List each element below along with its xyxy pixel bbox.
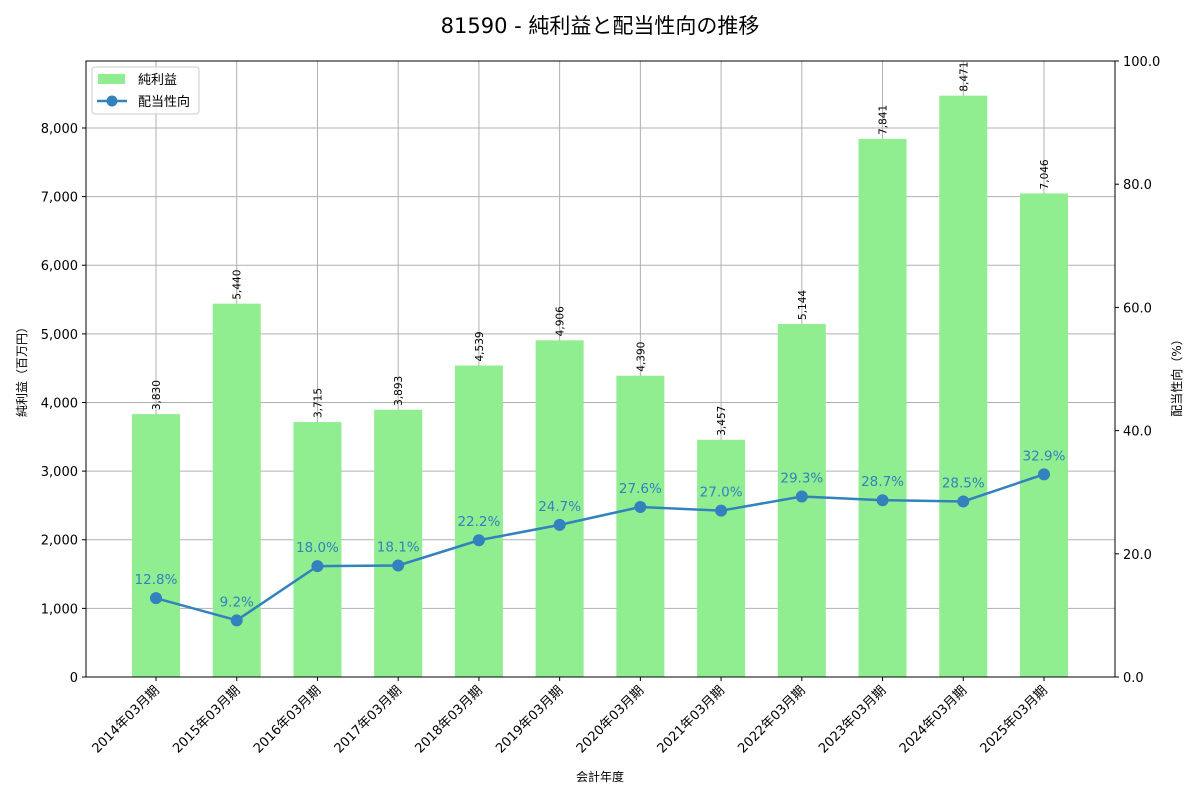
line-marker [795, 490, 808, 503]
line-marker [957, 495, 970, 508]
right-tick-label: 60.0 [1123, 301, 1152, 316]
line-marker [392, 559, 405, 572]
line-marker [715, 504, 728, 517]
x-tick-label: 2025年03月期 [978, 683, 1051, 756]
net-income-bars [132, 95, 1068, 677]
x-tick-label: 2024年03月期 [897, 683, 970, 756]
legend-line-marker [106, 95, 118, 107]
x-tick-label: 2014年03月期 [90, 683, 163, 756]
bar [697, 439, 746, 677]
chart-title: 81590 - 純利益と配当性向の推移 [441, 14, 760, 38]
payout-value-label: 9.2% [220, 594, 254, 610]
bar [1020, 193, 1068, 677]
bar-value-label: 5,144 [797, 290, 809, 320]
left-tick-label: 2,000 [41, 534, 78, 549]
bar [132, 414, 180, 677]
line-marker [311, 560, 324, 573]
line-marker [553, 518, 566, 531]
legend-bar-swatch [98, 74, 125, 84]
line-marker [472, 534, 485, 547]
left-tick-label: 8,000 [41, 122, 78, 137]
bar-value-label: 4,906 [555, 306, 567, 336]
left-tick-label: 3,000 [41, 465, 78, 480]
bar [858, 138, 907, 677]
payout-value-label: 12.8% [135, 572, 178, 588]
x-tick-label: 2019年03月期 [493, 683, 566, 756]
bar-value-label: 7,046 [1039, 159, 1051, 189]
right-y-axis: 0.0 20.0 40.0 60.0 80.0 100.0 [1115, 55, 1160, 686]
bar-value-label: 3,893 [393, 376, 405, 406]
payout-value-label: 28.7% [861, 474, 904, 490]
payout-value-label: 18.1% [377, 540, 420, 556]
payout-ratio-line [150, 468, 1050, 627]
left-tick-label: 4,000 [41, 396, 78, 411]
bar [535, 340, 584, 677]
left-tick-label: 5,000 [41, 328, 78, 343]
bar-value-label: 3,830 [151, 380, 163, 410]
bar-value-label: 3,715 [312, 388, 324, 418]
payout-value-labels: 12.8% 9.2% 18.0% 18.1% 22.2% 24.7% 27.6% 27.0% 2… [135, 448, 1066, 610]
left-tick-label: 1,000 [41, 602, 78, 617]
x-tick-label: 2020年03月期 [574, 683, 647, 756]
bar-value-label: 5,440 [232, 270, 244, 300]
x-axis-label: 会計年度 [576, 769, 624, 784]
x-tick-label: 2021年03月期 [655, 683, 728, 756]
payout-value-label: 28.5% [942, 475, 985, 491]
right-tick-label: 20.0 [1123, 548, 1152, 563]
payout-value-label: 24.7% [538, 499, 581, 515]
x-tick-label: 2022年03月期 [735, 683, 808, 756]
line-marker [634, 500, 647, 513]
bar-value-labels: 3,830 5,440 3,715 3,893 4,539 4,906 4,390 3,457… [151, 62, 1051, 436]
line-marker [230, 614, 243, 627]
x-tick-label: 2016年03月期 [251, 683, 324, 756]
bar [293, 422, 342, 677]
line-marker [876, 494, 889, 507]
line-marker [150, 592, 162, 605]
right-y-axis-label: 配当性向（%） [1169, 333, 1184, 416]
bar-value-label: 4,539 [474, 331, 486, 361]
x-tick-label: 2017年03月期 [332, 683, 405, 756]
x-tick-label: 2018年03月期 [412, 683, 485, 756]
right-tick-label: 0.0 [1123, 671, 1144, 686]
payout-value-label: 27.6% [619, 481, 662, 497]
left-y-axis-label: 純利益（百万円） [15, 321, 29, 417]
right-tick-label: 40.0 [1123, 425, 1152, 440]
x-axis: 2014年03月期 2015年03月期 2016年03月期 2017年03月期 2018… [90, 677, 1051, 757]
legend-bar-label: 純利益 [138, 73, 177, 88]
bar [939, 95, 988, 677]
x-tick-label: 2015年03月期 [170, 683, 243, 756]
payout-value-label: 22.2% [457, 514, 500, 530]
bar [454, 365, 503, 677]
right-tick-label: 100.0 [1123, 55, 1160, 70]
left-tick-label: 6,000 [41, 259, 78, 274]
payout-value-label: 32.9% [1023, 448, 1066, 464]
legend-line-label: 配当性向 [138, 94, 190, 110]
payout-value-label: 29.3% [780, 471, 823, 487]
bar-value-label: 3,457 [716, 406, 728, 436]
bar-value-label: 4,390 [635, 342, 647, 372]
bar [616, 375, 665, 677]
bar-value-label: 8,471 [958, 62, 970, 92]
payout-value-label: 27.0% [700, 485, 743, 501]
left-y-axis: 0 1,000 2,000 3,000 4,000 5,000 6,000 7,000 8,00… [41, 122, 86, 686]
bar-value-label: 7,841 [878, 105, 890, 135]
line-marker [1038, 468, 1050, 481]
x-tick-label: 2023年03月期 [816, 683, 889, 756]
right-tick-label: 80.0 [1123, 178, 1152, 193]
legend: 純利益 配当性向 [91, 66, 200, 115]
payout-line [155, 473, 1045, 622]
left-tick-label: 0 [70, 671, 78, 686]
plot-frame [85, 60, 1116, 678]
bar [374, 409, 423, 677]
left-tick-label: 7,000 [41, 191, 78, 206]
payout-value-label: 18.0% [296, 540, 339, 556]
